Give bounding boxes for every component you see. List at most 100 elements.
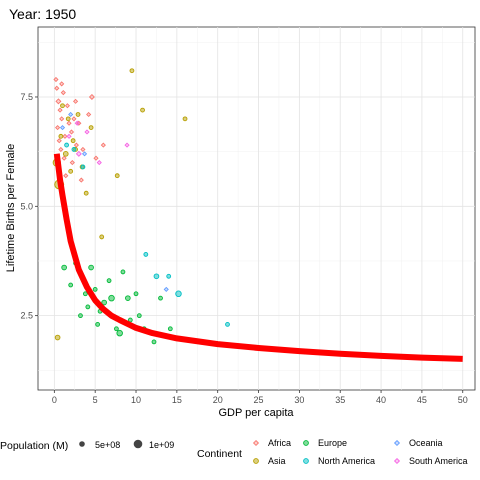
- point-europe: [85, 304, 91, 310]
- point-asia: [140, 107, 145, 113]
- point-africa: [60, 90, 66, 96]
- color-legend-title: Continent: [197, 448, 242, 460]
- point-asia: [99, 234, 105, 240]
- point-south-america: [75, 150, 82, 157]
- point-europe: [167, 326, 173, 332]
- y-tick-label: 2.5: [20, 311, 33, 321]
- point-oceania: [68, 111, 74, 118]
- point-asia: [58, 133, 64, 139]
- legend-key-europe: [303, 440, 309, 446]
- legend-key-africa: [252, 439, 260, 447]
- y-tick-label: 7.5: [20, 92, 33, 102]
- point-europe: [136, 313, 142, 319]
- point-south-america: [84, 129, 90, 135]
- legend-label-south-america: South America: [409, 456, 468, 466]
- point-africa: [80, 146, 86, 153]
- x-tick-label: 20: [213, 395, 223, 405]
- point-north-america: [225, 321, 230, 327]
- y-tick-label: 5.0: [20, 201, 33, 211]
- point-asia: [88, 125, 94, 130]
- size-legend-label-small: 5e+08: [95, 440, 120, 450]
- point-asia: [68, 168, 74, 174]
- point-africa: [73, 142, 79, 148]
- point-africa: [59, 81, 65, 87]
- point-north-america: [143, 252, 149, 257]
- legend-label-africa: Africa: [268, 438, 291, 448]
- point-europe: [88, 264, 94, 271]
- trend-line: [53, 153, 463, 362]
- x-axis-label: GDP per capita: [218, 407, 294, 419]
- legend-key-south-america: [393, 457, 401, 465]
- color-legend: Continent Africa Asia Europe North America O…: [197, 438, 468, 466]
- point-africa: [88, 93, 95, 100]
- point-europe: [116, 329, 123, 337]
- point-north-america: [80, 164, 86, 170]
- point-north-america: [64, 142, 69, 148]
- point-europe: [78, 313, 83, 319]
- size-legend: Population (M) 5e+08 1e+09: [0, 439, 174, 452]
- point-asia: [83, 190, 89, 196]
- point-europe: [114, 326, 119, 332]
- legend-label-europe: Europe: [318, 438, 347, 448]
- point-europe: [125, 295, 131, 301]
- point-africa: [66, 120, 72, 126]
- point-asia: [75, 112, 81, 117]
- point-africa: [63, 173, 69, 179]
- size-legend-key-large: [133, 439, 143, 449]
- point-africa: [56, 138, 62, 144]
- size-legend-label-large: 1e+09: [149, 440, 174, 450]
- point-europe: [108, 294, 115, 302]
- point-south-america: [74, 120, 80, 126]
- size-legend-key-small: [79, 441, 85, 447]
- point-europe: [61, 264, 67, 271]
- point-africa: [71, 116, 77, 122]
- plot-panel: [37, 26, 476, 391]
- point-asia: [114, 173, 120, 179]
- x-tick-label: 40: [376, 395, 386, 405]
- size-legend-title: Population (M): [0, 440, 68, 452]
- point-africa: [54, 85, 60, 91]
- x-tick-label: 5: [93, 395, 98, 405]
- point-north-america: [153, 273, 160, 280]
- point-africa: [68, 129, 75, 135]
- point-asia: [182, 116, 188, 122]
- point-asia: [65, 116, 71, 122]
- point-africa: [62, 133, 68, 139]
- x-tick-label: 0: [52, 395, 57, 405]
- point-asia: [60, 103, 65, 109]
- point-africa: [58, 146, 64, 153]
- point-oceania: [163, 286, 169, 292]
- x-tick-label: 30: [294, 395, 304, 405]
- legend-key-asia: [253, 458, 259, 464]
- point-north-america: [71, 147, 77, 152]
- point-africa: [59, 116, 65, 122]
- point-africa: [57, 107, 63, 113]
- point-europe: [106, 278, 112, 284]
- point-europe: [151, 339, 157, 345]
- x-tick-label: 10: [131, 395, 141, 405]
- x-tick-label: 50: [458, 395, 468, 405]
- point-africa: [53, 76, 59, 83]
- y-axis: 2.5 5.0 7.5: [20, 92, 38, 321]
- point-oceania: [59, 125, 66, 131]
- point-oceania: [81, 151, 88, 157]
- point-asia: [62, 151, 69, 157]
- y-axis-label: Lifetime Births per Female: [5, 144, 17, 272]
- legend-key-oceania: [393, 439, 401, 447]
- x-tick-label: 35: [335, 395, 345, 405]
- point-south-america: [124, 142, 130, 148]
- point-africa: [78, 177, 84, 183]
- legend-key-north-america: [303, 458, 309, 464]
- point-europe: [68, 282, 74, 288]
- point-africa: [64, 103, 70, 109]
- point-africa: [93, 155, 99, 161]
- point-africa: [55, 98, 62, 105]
- point-europe: [92, 287, 98, 292]
- point-africa: [69, 159, 75, 166]
- point-africa: [61, 155, 67, 161]
- x-axis: 0 5 10 15 20 25 30 35 40 45 50: [52, 390, 468, 405]
- point-europe: [120, 269, 126, 275]
- x-tick-label: 25: [254, 395, 264, 405]
- legend-label-asia: Asia: [268, 456, 286, 466]
